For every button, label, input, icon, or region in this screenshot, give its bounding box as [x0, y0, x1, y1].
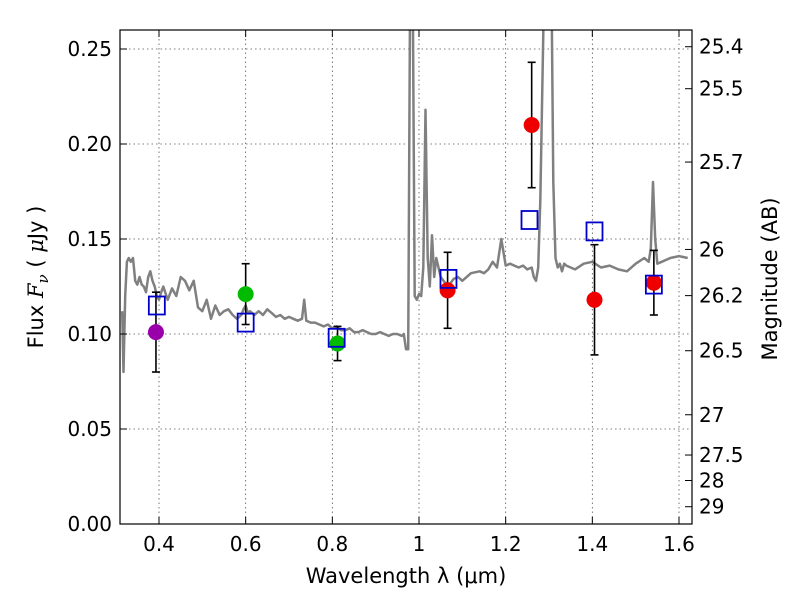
y-axis-label-nu: ν — [34, 274, 52, 283]
model-photometry-square — [236, 312, 255, 333]
observed-point — [645, 274, 662, 291]
y-axis-label-open: ( — [24, 253, 48, 275]
y-axis-label-unit: Jy ) — [24, 206, 48, 242]
model-photometry-square — [147, 295, 166, 316]
mag-tick-label: 25.5 — [699, 77, 744, 101]
mag-tick-label: 25.7 — [699, 150, 744, 174]
x-tick-label: 0.6 — [230, 532, 262, 556]
x-tick-label: 1.2 — [490, 532, 522, 556]
mag-tick-label: 29 — [699, 495, 724, 519]
model-photometry-square — [439, 268, 458, 289]
y-tick-label: 0.15 — [67, 227, 112, 251]
x-tick-label: 1.4 — [576, 532, 608, 556]
points-layer — [147, 61, 663, 373]
x-tick-label: 1.6 — [663, 532, 695, 556]
y-tick-label: 0.10 — [67, 322, 112, 346]
mag-tick-label: 27.5 — [699, 443, 744, 467]
y2-axis-label: Magnitude (AB) — [758, 197, 782, 360]
series-layer — [120, 30, 688, 374]
model-spectrum-line — [120, 30, 688, 374]
mag-tick-label: 26 — [699, 237, 724, 261]
observed-point — [329, 335, 346, 352]
model-photometry-square — [644, 274, 663, 295]
x-axis-label: Wavelength λ (μm) — [306, 564, 507, 588]
observed-point — [147, 324, 164, 341]
x-tick-label: 0.4 — [143, 532, 175, 556]
y-axis-label-f: F — [24, 282, 48, 299]
plot-frame — [119, 29, 693, 525]
mag-tick-label: 26.2 — [699, 284, 744, 308]
observed-point — [439, 282, 456, 299]
y-axis-label-flux: Flux — [24, 298, 48, 348]
y-axis-label-mu: μ — [24, 239, 48, 253]
observed-point — [237, 286, 254, 303]
model-photometry-square — [327, 327, 346, 348]
mag-tick-label: 27 — [699, 403, 724, 427]
grid — [120, 30, 692, 524]
y-tick-label: 0.25 — [67, 37, 112, 61]
x-tick-label: 0.8 — [316, 532, 348, 556]
observed-point — [586, 291, 603, 308]
model-photometry-square — [585, 221, 604, 242]
mag-tick-label: 26.5 — [699, 339, 744, 363]
model-photometry-square — [520, 210, 539, 230]
mag-tick-label: 28 — [699, 468, 724, 492]
y-tick-label: 0.05 — [67, 417, 112, 441]
y-tick-label: 0.00 — [67, 512, 112, 536]
observed-point — [523, 117, 540, 133]
mag-tick-label: 25.4 — [699, 35, 744, 59]
y-tick-label: 0.20 — [67, 132, 112, 156]
plot-background — [120, 30, 692, 524]
y-axis-label: Flux Fν ( μJy ) — [24, 206, 52, 349]
x-tick-label: 1 — [413, 532, 426, 556]
ticks: 0.4 0.6 0.8 1 1.2 1.4 1.6 0.00 0.05 0.10 0.15 0.20 0… — [67, 30, 744, 556]
